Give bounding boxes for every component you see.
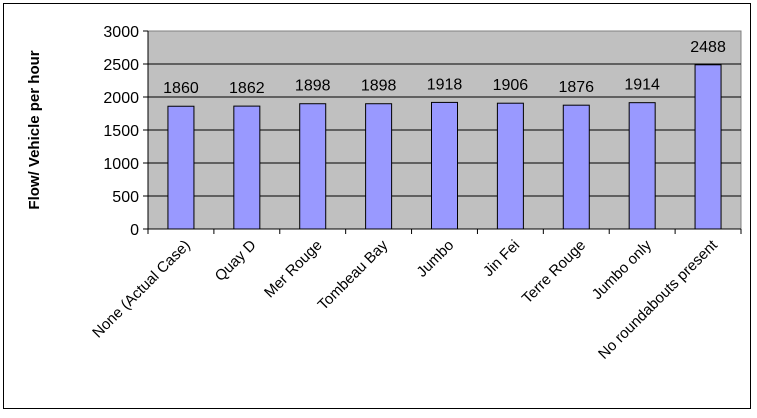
data-label: 1860: [163, 80, 199, 97]
data-label: 1918: [427, 76, 463, 93]
bar: [628, 102, 656, 230]
data-label: 2488: [690, 39, 726, 56]
chart-frame: [3, 3, 751, 409]
bar: [431, 101, 458, 230]
data-label: 1914: [624, 77, 660, 94]
x-tick-label: No roundabouts present: [595, 236, 721, 362]
x-tick-label: Tombeau Bay: [315, 236, 392, 313]
y-tick-label: 2500: [103, 57, 139, 74]
x-tick-label: Jin Fei: [480, 237, 523, 280]
bar: [167, 105, 195, 230]
y-tick-label: 1500: [103, 123, 139, 140]
bar: [562, 104, 590, 230]
y-tick-label: 1000: [103, 156, 139, 173]
bar: [233, 105, 261, 230]
x-tick-label: Quay D: [212, 237, 260, 285]
x-tick-label: Mer Rouge: [261, 237, 325, 301]
data-label: 1862: [229, 80, 265, 97]
y-tick-label: 500: [112, 189, 139, 206]
x-tick-label: Jumbo only: [589, 236, 656, 303]
data-label: 1898: [361, 78, 397, 95]
bar: [299, 103, 327, 230]
x-tick-label: Terre Rouge: [519, 237, 589, 307]
y-tick-label: 0: [130, 222, 139, 239]
data-label: 1906: [493, 77, 529, 94]
x-tick-label: Jumbo: [413, 237, 457, 281]
bar: [694, 64, 722, 230]
data-label: 1898: [295, 78, 331, 95]
y-tick-label: 3000: [103, 24, 139, 41]
y-axis-label: Flow/ Vehicle per hour: [26, 50, 43, 209]
x-tick-label: None (Actual Case): [89, 237, 194, 342]
y-tick-label: 2000: [103, 90, 139, 107]
data-label: 1876: [558, 79, 594, 96]
bar: [496, 102, 524, 230]
bar: [365, 103, 393, 230]
